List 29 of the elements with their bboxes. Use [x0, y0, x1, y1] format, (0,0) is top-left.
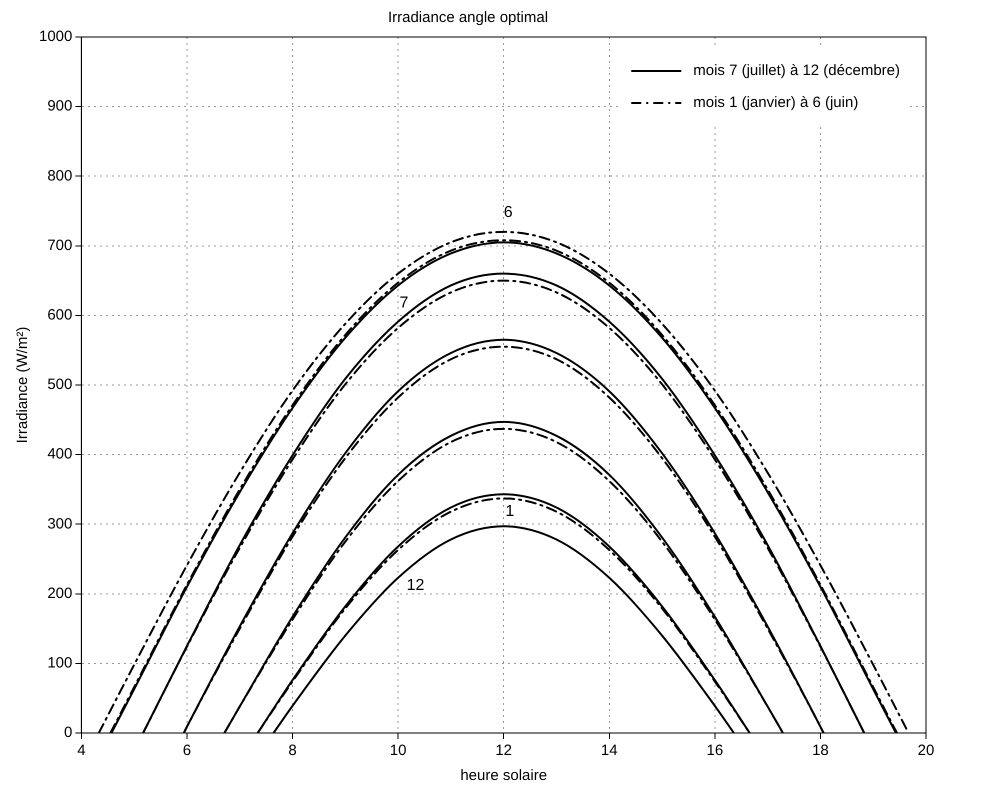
annotation: 6 [504, 204, 513, 221]
y-tick-label: 800 [47, 167, 72, 184]
x-tick-label: 20 [918, 742, 934, 760]
y-tick-label: 0 [64, 724, 72, 742]
x-tick-label: 8 [288, 742, 297, 760]
legend-label: mois 7 (juillet) à 12 (décembre) [693, 62, 900, 80]
chart-title: Irradiance angle optimal [388, 9, 548, 26]
x-tick-label: 18 [812, 742, 829, 760]
x-tick-label: 6 [182, 742, 192, 760]
y-tick-label: 900 [47, 98, 72, 115]
x-tick-label: 12 [495, 742, 512, 760]
y-tick-label: 300 [47, 515, 72, 532]
annotation: 1 [505, 503, 514, 520]
y-tick-label: 100 [47, 654, 72, 672]
y-tick-label: 600 [47, 306, 72, 324]
annotation: 7 [399, 294, 408, 312]
x-axis-title: heure solaire [460, 767, 548, 784]
y-tick-label: 400 [47, 446, 72, 463]
legend-label: mois 1 (janvier) à 6 (juin) [693, 94, 858, 112]
y-axis-title: Irradiance (W/m²) [14, 326, 32, 444]
x-tick-label: 14 [600, 742, 618, 760]
y-tick-label: 500 [47, 376, 72, 394]
y-tick-label: 1000 [38, 28, 72, 46]
x-tick-label: 16 [706, 742, 724, 760]
y-tick-label: 700 [47, 236, 72, 254]
x-tick-label: 10 [390, 742, 406, 760]
x-tick-label: 4 [77, 742, 86, 760]
y-tick-label: 200 [47, 584, 72, 602]
annotation: 12 [406, 576, 425, 594]
